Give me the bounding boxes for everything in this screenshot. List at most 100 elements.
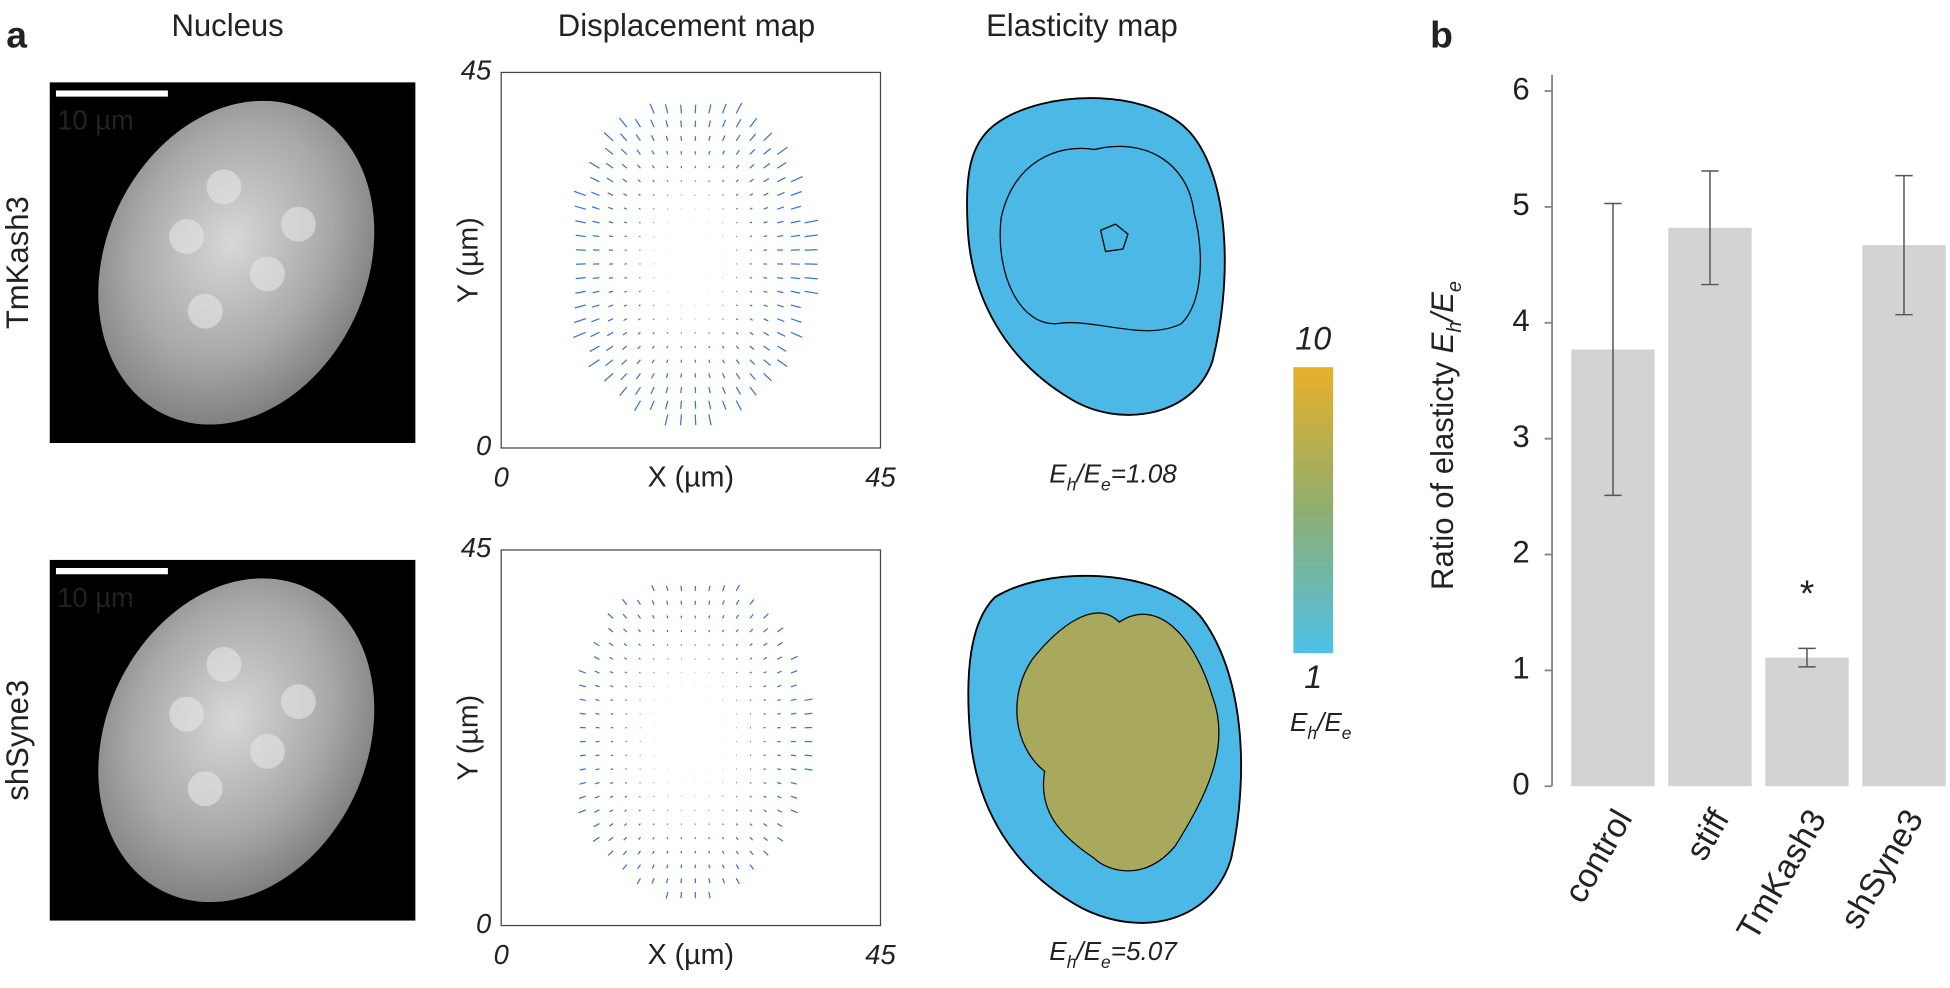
quiver-arrow: [804, 290, 819, 295]
quiver-arrow: [651, 600, 655, 605]
quiver-arrow: [735, 836, 739, 840]
quiver-arrow: [603, 132, 614, 142]
quiver-arrow: [679, 414, 683, 426]
quiver-arrow: [708, 585, 711, 592]
quiver-arrow: [651, 165, 655, 169]
quiver-arrow: [749, 823, 753, 827]
quiver-arrow: [594, 684, 600, 688]
quiver-arrow: [790, 318, 802, 323]
quiver-arrow: [763, 642, 768, 647]
quiver-arrow: [618, 117, 628, 128]
chromatin-spot: [169, 696, 204, 732]
quiver-arrow: [763, 781, 767, 785]
quiver-arrow: [777, 318, 785, 323]
quiver-arrow: [735, 304, 738, 307]
quiver-arrow: [777, 276, 784, 279]
quiver-arrow: [652, 823, 655, 826]
quiver-arrow: [721, 386, 726, 394]
quiver-arrow: [592, 276, 600, 280]
quiver-arrow: [649, 400, 655, 411]
quiver-arrow: [749, 836, 754, 841]
quiver-arrow: [763, 163, 771, 169]
quiver-arrow: [608, 276, 614, 279]
quiver-arrow: [735, 657, 738, 660]
quiver-arrow: [579, 781, 586, 785]
quiver-arrow: [650, 119, 655, 128]
bar: [1668, 227, 1752, 787]
quiver-arrow: [664, 400, 669, 410]
quiver-arrow: [735, 671, 738, 674]
quiver-arrow: [721, 373, 726, 379]
quiver-arrow: [605, 359, 614, 367]
quiver-arrow: [749, 613, 754, 619]
quiver-arrow: [652, 836, 655, 840]
quiver-arrow: [776, 359, 788, 368]
quiver-arrow: [609, 795, 614, 799]
quiver-arrow: [749, 193, 754, 197]
quiver-arrow: [749, 207, 753, 210]
quiver-arrow: [579, 768, 586, 771]
quiver-arrow: [651, 345, 655, 349]
quiver-arrow: [722, 331, 725, 335]
quiver-arrow: [776, 345, 787, 352]
quiver-arrow: [680, 104, 683, 114]
quiver-arrow: [653, 795, 655, 798]
quiver-arrow: [680, 891, 683, 899]
quiver-arrow: [639, 685, 641, 688]
y-axis-label: Y (µm): [453, 217, 485, 303]
quiver-arrow: [635, 134, 641, 142]
colorbar-label: Eh/Ee: [1290, 707, 1352, 743]
quiver-arrow: [749, 163, 755, 169]
quiver-arrow: [804, 234, 818, 238]
quiver-arrow: [666, 823, 669, 826]
quiver-arrow: [749, 221, 753, 224]
quiver-arrow: [763, 823, 768, 827]
quiver-arrow: [749, 599, 755, 606]
quiver-arrow: [749, 117, 758, 128]
quiver-arrow: [694, 414, 697, 426]
quiver-arrow: [708, 400, 712, 410]
column-title: Displacement map: [558, 8, 815, 43]
quiver-arrow: [608, 627, 614, 633]
quiver-arrow: [622, 613, 628, 619]
quiver-arrow: [749, 133, 757, 142]
quiver-arrow: [749, 331, 754, 336]
x-tick-label: control: [1558, 804, 1640, 910]
column-title: Nucleus: [171, 8, 283, 43]
quiver-arrow: [575, 290, 586, 294]
quiver-arrow: [721, 600, 725, 605]
quiver-arrow: [763, 795, 767, 799]
quiver-arrow: [621, 163, 628, 169]
quiver-arrow: [624, 657, 628, 660]
quiver-arrow: [650, 373, 655, 379]
quiver-arrow: [638, 193, 641, 197]
quiver-arrow: [664, 104, 669, 114]
quiver-arrow: [776, 823, 783, 828]
quiver-arrow: [593, 641, 600, 647]
quiver-arrow: [777, 768, 781, 771]
chromatin-spot: [281, 206, 316, 242]
quiver-arrow: [735, 599, 740, 605]
quiver-arrow: [608, 235, 614, 238]
quiver-arrow: [721, 400, 727, 410]
quiver-arrow: [605, 162, 614, 169]
quiver-arrow: [735, 795, 738, 798]
quiver-arrow: [606, 345, 614, 352]
quiver-arrow: [708, 891, 711, 899]
quiver-arrow: [749, 148, 756, 155]
quiver-arrow: [623, 192, 628, 197]
quiver-arrow: [763, 206, 769, 210]
quiver-arrow: [623, 628, 628, 633]
quiver-arrow: [591, 206, 600, 210]
quiver-arrow: [680, 136, 683, 141]
quiver-arrow: [652, 179, 655, 183]
quiver-arrow: [763, 613, 769, 619]
quiver-arrow: [721, 150, 726, 155]
quiver-arrow: [708, 104, 712, 114]
quiver-arrow: [637, 864, 641, 870]
quiver-arrow: [607, 850, 614, 856]
quiver-arrow: [573, 318, 586, 324]
quiver-arrow: [651, 864, 655, 869]
quiver-arrow: [790, 655, 798, 660]
x-axis-label: X (µm): [648, 939, 734, 971]
